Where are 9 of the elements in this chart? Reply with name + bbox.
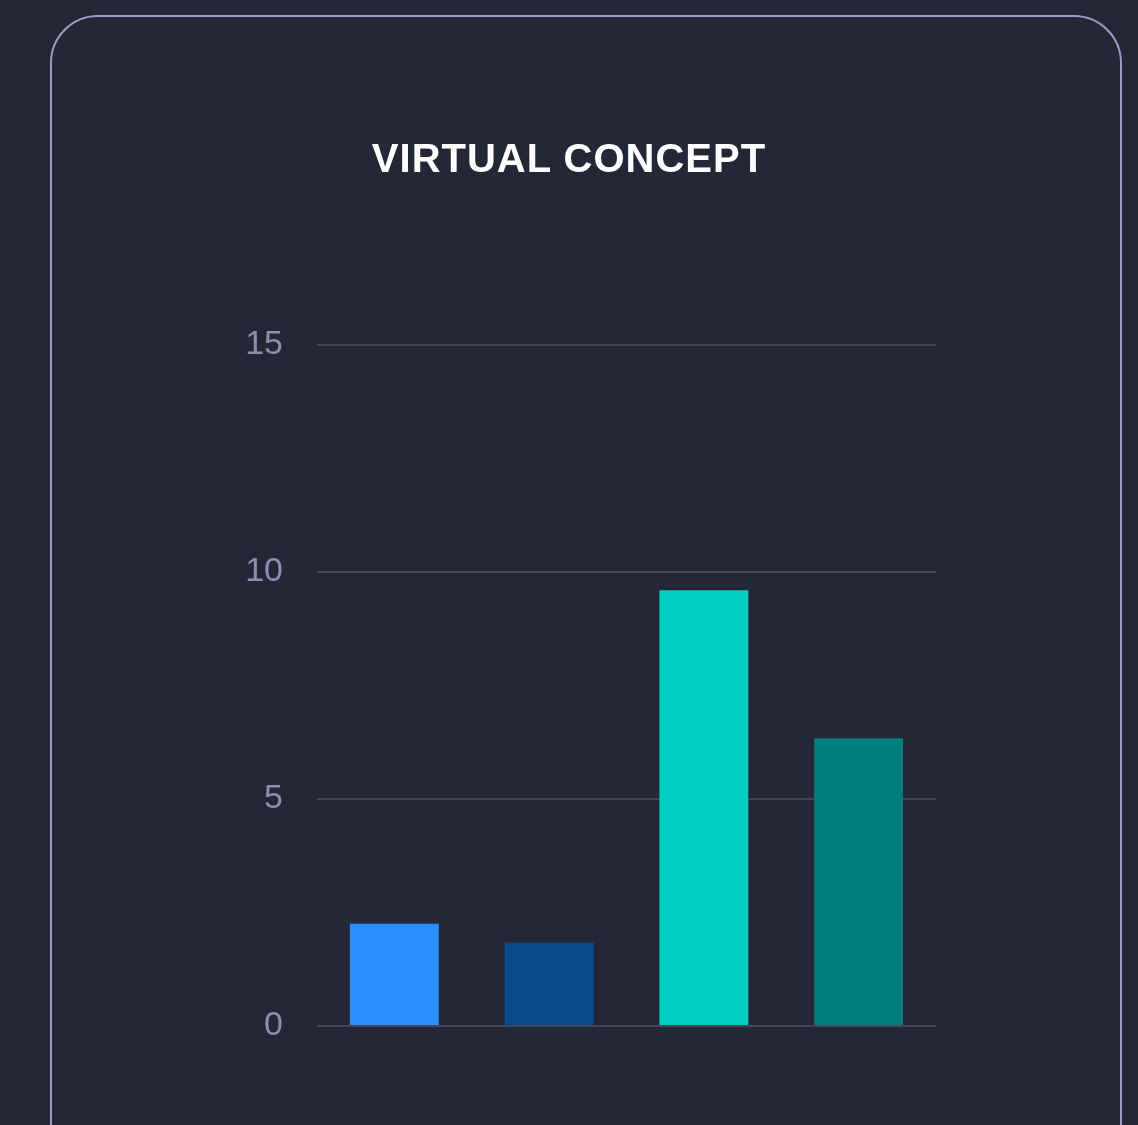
chart-title: VIRTUAL CONCEPT — [370, 136, 768, 181]
y-tick-label: 0 — [264, 1004, 283, 1043]
y-tick-label: 5 — [264, 777, 283, 816]
bar — [504, 942, 594, 1025]
bar — [814, 738, 904, 1025]
bar — [349, 923, 439, 1025]
y-tick-label: 15 — [245, 323, 283, 362]
bar — [659, 590, 749, 1025]
y-tick-label: 10 — [245, 550, 283, 589]
